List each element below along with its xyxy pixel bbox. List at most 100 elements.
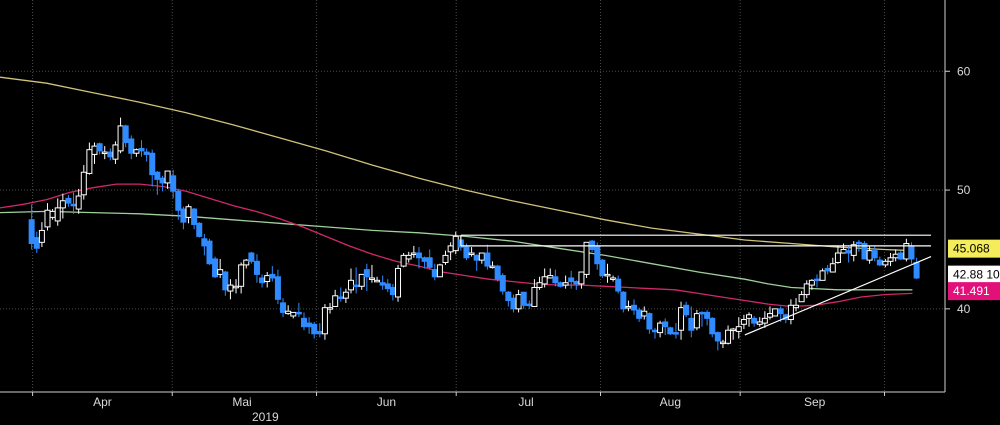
candle: [80, 165, 87, 200]
candle-body: [740, 319, 747, 325]
candle-body: [306, 322, 313, 328]
candle-body: [337, 296, 344, 299]
candle-body: [876, 259, 883, 266]
price-badge-bg: [948, 239, 1000, 258]
x-tick-label: Apr: [93, 395, 112, 409]
candle-body: [38, 229, 45, 243]
candle-body: [824, 267, 831, 272]
candle-body: [44, 209, 51, 228]
candle: [96, 142, 103, 155]
candle-body: [107, 151, 114, 158]
candle-body: [222, 271, 229, 291]
candle-body: [840, 248, 847, 254]
candle-body: [368, 277, 375, 280]
price-badge: 42.88 10: [948, 265, 1000, 284]
candle-body: [526, 303, 533, 307]
candle-body: [699, 311, 705, 315]
candle-body: [520, 291, 527, 306]
candle: [520, 291, 527, 309]
candle-body: [531, 286, 538, 307]
candle: [683, 301, 690, 318]
candle: [484, 244, 491, 270]
candle-body: [201, 238, 208, 247]
candle-body: [672, 332, 679, 335]
candle-body: [667, 327, 674, 335]
candle: [531, 279, 538, 307]
candle-body: [510, 297, 517, 310]
candle: [154, 171, 161, 195]
candle-body: [395, 267, 402, 298]
candle: [227, 279, 234, 300]
candle-body: [908, 245, 915, 260]
candle-body: [678, 307, 685, 331]
candle: [426, 249, 433, 270]
x-tick-label: Mai: [232, 395, 251, 409]
candle: [133, 148, 140, 157]
candle-body: [662, 321, 669, 328]
candle-body: [363, 269, 370, 278]
candle: [206, 238, 213, 265]
x-tick-label: Aug: [660, 395, 681, 409]
candle: [562, 275, 569, 289]
candle: [552, 269, 559, 287]
candle-body: [552, 276, 559, 284]
candle-body: [436, 264, 443, 278]
candle: [253, 254, 260, 283]
candle-body: [248, 252, 255, 262]
candle-body: [332, 295, 339, 307]
candle-body: [478, 252, 485, 261]
candle-body: [751, 317, 758, 324]
moving-average-line: [0, 210, 913, 291]
candle-body: [866, 250, 873, 261]
candle: [332, 289, 339, 307]
candle: [122, 124, 129, 148]
candle-body: [49, 210, 56, 218]
candle-body: [70, 203, 77, 207]
candle-body: [426, 257, 433, 268]
candle-body: [117, 125, 124, 152]
candle-body: [850, 244, 857, 256]
x-tick-label: Sep: [804, 395, 826, 409]
candle: [834, 245, 841, 264]
candle-body: [855, 241, 862, 245]
candle-body: [91, 145, 98, 155]
candle-body: [59, 200, 66, 209]
y-axis: 40 50 60: [944, 0, 971, 392]
candle: [59, 193, 66, 219]
candle: [631, 299, 638, 315]
candle: [897, 250, 904, 261]
candle-body: [547, 275, 554, 279]
candle: [243, 258, 250, 269]
candle-body: [384, 283, 391, 290]
candle-body: [704, 311, 711, 319]
candle: [222, 270, 229, 296]
candle: [568, 270, 575, 289]
candle-body: [798, 294, 805, 303]
candle-body: [405, 254, 412, 260]
candle-body: [719, 341, 726, 345]
candle: [583, 241, 590, 278]
candle-body: [610, 277, 617, 280]
candle: [541, 268, 548, 288]
candle-body: [96, 143, 103, 152]
candle-body: [327, 307, 334, 310]
candle-body: [238, 264, 245, 287]
candle-body: [463, 246, 470, 259]
candle-body: [489, 265, 496, 269]
price-badge-label: 42.88 10: [953, 268, 1000, 282]
candle: [175, 188, 182, 220]
candle: [280, 298, 287, 318]
price-badge: 45.068: [948, 239, 1000, 258]
candle-body: [499, 275, 506, 292]
gridlines: [0, 0, 945, 392]
candle-body: [709, 317, 716, 335]
candle-body: [772, 308, 779, 317]
candle-body: [646, 313, 653, 330]
candle: [667, 326, 674, 335]
candle-body: [714, 332, 721, 342]
candle: [693, 310, 700, 331]
candle: [374, 276, 381, 283]
candle: [536, 276, 543, 290]
